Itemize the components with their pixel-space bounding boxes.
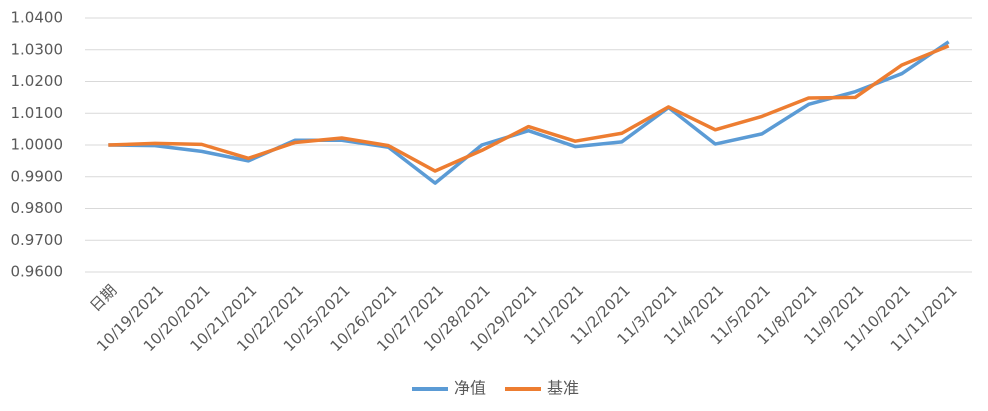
- series-line: [108, 40, 950, 185]
- legend-label: 净值: [454, 379, 486, 398]
- y-tick-label: 1.0400: [11, 9, 64, 27]
- y-tick-label: 1.0200: [11, 72, 64, 90]
- y-tick-label: 0.9600: [11, 263, 64, 281]
- legend-label: 基准: [547, 379, 579, 398]
- y-tick-label: 1.0300: [11, 40, 64, 58]
- x-tick-label: 日期: [86, 281, 120, 315]
- y-tick-label: 0.9700: [11, 231, 64, 249]
- y-tick-label: 0.9800: [11, 199, 64, 217]
- series-line: [108, 44, 950, 173]
- y-tick-label: 1.0100: [11, 104, 64, 122]
- y-tick-label: 0.9900: [11, 167, 64, 185]
- y-tick-label: 1.0000: [11, 136, 64, 154]
